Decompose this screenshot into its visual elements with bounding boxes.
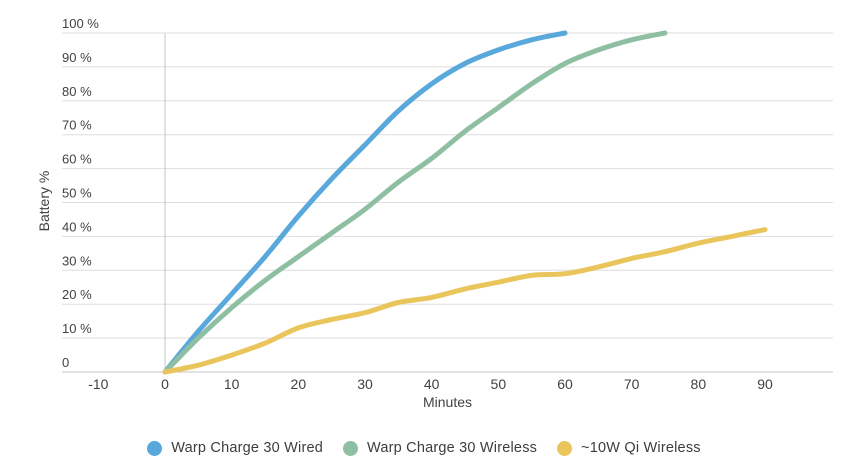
y-tick-label: 90 % <box>62 50 92 65</box>
legend-item-warp-charge-30-wired[interactable]: Warp Charge 30 Wired <box>147 440 323 456</box>
y-tick-label: 30 % <box>62 253 92 268</box>
series-line-warp-charge-30-wired <box>162 30 568 375</box>
x-tick-label: 90 <box>757 376 773 392</box>
legend-label-warp-charge-30-wired: Warp Charge 30 Wired <box>171 440 324 456</box>
legend-label-warp-charge-30-wireless: Warp Charge 30 Wireless <box>367 440 538 456</box>
chart-legend: Warp Charge 30 Wired Warp Charge 30 Wirel… <box>0 440 848 456</box>
legend-item-10w-qi-wireless[interactable]: ~10W Qi Wireless <box>557 440 701 456</box>
legend-dot-warp-charge-30-wired <box>147 440 163 456</box>
series-line-warp-charge-30-wireless <box>162 30 668 375</box>
y-tick-label: 20 % <box>62 287 92 302</box>
x-tick-label: 60 <box>557 376 573 392</box>
x-tick-label: 10 <box>224 376 240 392</box>
legend-item-warp-charge-30-wireless[interactable]: Warp Charge 30 Wireless <box>343 440 537 456</box>
y-tick-label: 60 % <box>62 152 92 167</box>
y-tick-label: 10 % <box>62 321 92 336</box>
x-tick-label: 80 <box>691 376 707 392</box>
legend-label-10w-qi-wireless: ~10W Qi Wireless <box>581 440 701 456</box>
legend-dot-warp-charge-30-wireless <box>343 440 359 456</box>
y-tick-label: 40 % <box>62 219 92 234</box>
legend-dot-10w-qi-wireless <box>557 440 573 456</box>
x-axis-title: Minutes <box>422 394 473 410</box>
x-tick-label: 40 <box>424 376 440 392</box>
y-tick-label: 50 % <box>62 186 92 201</box>
y-tick-label: 0 <box>62 355 69 370</box>
series-line-10w-qi-wireless <box>162 227 768 375</box>
x-tick-label: 20 <box>291 376 307 392</box>
x-tick-label: 0 <box>161 376 169 392</box>
y-tick-label: 80 % <box>62 84 92 99</box>
y-tick-label: 70 % <box>62 118 92 133</box>
y-axis-title: Battery % <box>36 170 52 232</box>
x-tick-label: 50 <box>491 376 507 392</box>
battery-chart: 010 %20 %30 %40 %50 %60 %70 %80 %90 %100… <box>62 16 833 392</box>
x-tick-label: 30 <box>357 376 373 392</box>
x-tick-label: 70 <box>624 376 640 392</box>
y-tick-label: 100 % <box>62 16 99 31</box>
x-tick-label: -10 <box>88 376 108 392</box>
